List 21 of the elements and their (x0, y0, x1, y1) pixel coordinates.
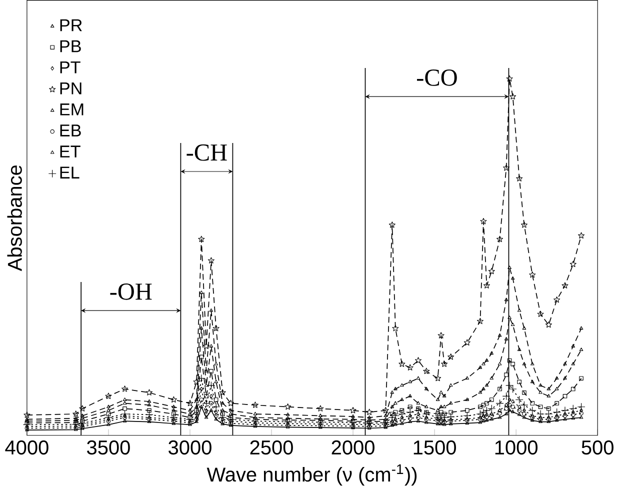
legend-label: EL (60, 166, 80, 178)
x-axis-title: Wave number (ν (cm$^{-1}$)) (206, 464, 417, 486)
x-tick-label: 2000 (332, 440, 374, 454)
legend-label: ET (60, 145, 80, 158)
legend-label: PT (60, 61, 80, 74)
x-tick-label: 3000 (168, 440, 212, 454)
annotation: -OH (110, 283, 152, 300)
x-tick-label: 1500 (414, 440, 456, 454)
x-tick-label: 2500 (250, 440, 293, 454)
x-tick-label: 500 (582, 440, 614, 454)
annotation: -CH (186, 144, 227, 161)
y-axis-title: Absorbance (7, 165, 22, 271)
legend-label: EB (60, 124, 81, 136)
annotation: -CO (417, 69, 457, 86)
x-tick-label: 4000 (5, 440, 48, 454)
x-tick-label: 1000 (495, 440, 538, 454)
x-tick-label: 3500 (87, 440, 130, 454)
legend-label: PR (60, 19, 82, 31)
legend-label: PN (60, 82, 82, 94)
legend-label: EM (60, 103, 84, 116)
legend-label: PB (60, 40, 81, 52)
